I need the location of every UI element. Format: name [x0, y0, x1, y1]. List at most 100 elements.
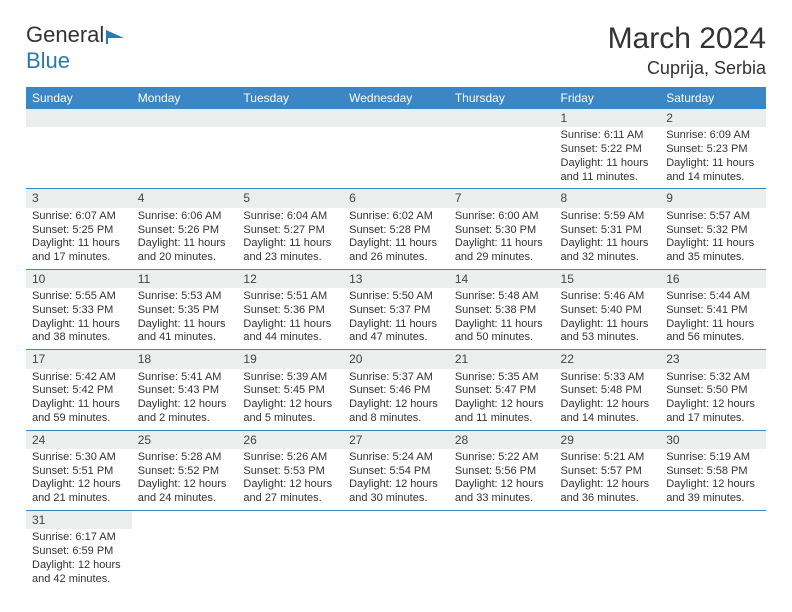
day-content: Sunrise: 5:32 AMSunset: 5:50 PMDaylight:…	[660, 369, 766, 430]
sunset-line: Sunset: 5:45 PM	[243, 384, 337, 398]
sunrise-line: Sunrise: 5:30 AM	[32, 451, 126, 465]
calendar-cell: 18Sunrise: 5:41 AMSunset: 5:43 PMDayligh…	[132, 350, 238, 430]
calendar-cell: 12Sunrise: 5:51 AMSunset: 5:36 PMDayligh…	[237, 269, 343, 349]
day-number: 15	[555, 270, 661, 288]
daylight-line-2: and 41 minutes.	[138, 331, 232, 345]
sunrise-line: Sunrise: 5:50 AM	[349, 290, 443, 304]
calendar-cell	[237, 109, 343, 189]
page-location: Cuprija, Serbia	[608, 58, 766, 79]
sunset-line: Sunset: 5:36 PM	[243, 304, 337, 318]
calendar-cell: 7Sunrise: 6:00 AMSunset: 5:30 PMDaylight…	[449, 189, 555, 269]
col-sunday: Sunday	[26, 87, 132, 109]
daylight-line-2: and 17 minutes.	[32, 251, 126, 265]
day-number: 26	[237, 431, 343, 449]
sunset-line: Sunset: 6:59 PM	[32, 545, 126, 559]
daylight-line-2: and 27 minutes.	[243, 492, 337, 506]
sunrise-line: Sunrise: 5:55 AM	[32, 290, 126, 304]
daylight-line-1: Daylight: 12 hours	[243, 478, 337, 492]
sunrise-line: Sunrise: 5:28 AM	[138, 451, 232, 465]
col-thursday: Thursday	[449, 87, 555, 109]
day-number: 20	[343, 350, 449, 368]
calendar-cell: 15Sunrise: 5:46 AMSunset: 5:40 PMDayligh…	[555, 269, 661, 349]
calendar-cell: 30Sunrise: 5:19 AMSunset: 5:58 PMDayligh…	[660, 430, 766, 510]
day-content: Sunrise: 5:37 AMSunset: 5:46 PMDaylight:…	[343, 369, 449, 430]
sunset-line: Sunset: 5:56 PM	[455, 465, 549, 479]
daylight-line-2: and 8 minutes.	[349, 412, 443, 426]
calendar-cell: 24Sunrise: 5:30 AMSunset: 5:51 PMDayligh…	[26, 430, 132, 510]
daylight-line-2: and 42 minutes.	[32, 573, 126, 587]
daylight-line-1: Daylight: 12 hours	[32, 559, 126, 573]
day-number: 18	[132, 350, 238, 368]
sunset-line: Sunset: 5:25 PM	[32, 224, 126, 238]
calendar-cell: 29Sunrise: 5:21 AMSunset: 5:57 PMDayligh…	[555, 430, 661, 510]
daylight-line-2: and 5 minutes.	[243, 412, 337, 426]
sunset-line: Sunset: 5:43 PM	[138, 384, 232, 398]
calendar-cell: 13Sunrise: 5:50 AMSunset: 5:37 PMDayligh…	[343, 269, 449, 349]
sunset-line: Sunset: 5:54 PM	[349, 465, 443, 479]
daylight-line-1: Daylight: 11 hours	[666, 237, 760, 251]
flag-icon	[106, 28, 126, 44]
daylight-line-1: Daylight: 11 hours	[561, 237, 655, 251]
day-number: 21	[449, 350, 555, 368]
day-number: 8	[555, 189, 661, 207]
sunset-line: Sunset: 5:31 PM	[561, 224, 655, 238]
day-content: Sunrise: 6:09 AMSunset: 5:23 PMDaylight:…	[660, 127, 766, 188]
day-content: Sunrise: 6:06 AMSunset: 5:26 PMDaylight:…	[132, 208, 238, 269]
sunset-line: Sunset: 5:22 PM	[561, 143, 655, 157]
sunrise-line: Sunrise: 5:26 AM	[243, 451, 337, 465]
calendar-week-row: 1Sunrise: 6:11 AMSunset: 5:22 PMDaylight…	[26, 109, 766, 189]
daylight-line-1: Daylight: 11 hours	[243, 237, 337, 251]
daylight-line-1: Daylight: 11 hours	[455, 318, 549, 332]
calendar-cell: 3Sunrise: 6:07 AMSunset: 5:25 PMDaylight…	[26, 189, 132, 269]
calendar-cell: 27Sunrise: 5:24 AMSunset: 5:54 PMDayligh…	[343, 430, 449, 510]
daylight-line-2: and 32 minutes.	[561, 251, 655, 265]
daylight-line-1: Daylight: 12 hours	[455, 398, 549, 412]
calendar-cell: 20Sunrise: 5:37 AMSunset: 5:46 PMDayligh…	[343, 350, 449, 430]
daylight-line-2: and 30 minutes.	[349, 492, 443, 506]
daylight-line-2: and 47 minutes.	[349, 331, 443, 345]
title-block: March 2024 Cuprija, Serbia	[608, 22, 766, 79]
sunrise-line: Sunrise: 5:44 AM	[666, 290, 760, 304]
day-number: 6	[343, 189, 449, 207]
page-title: March 2024	[608, 22, 766, 56]
daylight-line-2: and 17 minutes.	[666, 412, 760, 426]
daylight-line-2: and 53 minutes.	[561, 331, 655, 345]
col-wednesday: Wednesday	[343, 87, 449, 109]
day-number: 31	[26, 511, 132, 529]
day-content: Sunrise: 5:22 AMSunset: 5:56 PMDaylight:…	[449, 449, 555, 510]
sunset-line: Sunset: 5:35 PM	[138, 304, 232, 318]
sunrise-line: Sunrise: 6:06 AM	[138, 210, 232, 224]
sunset-line: Sunset: 5:23 PM	[666, 143, 760, 157]
day-content: Sunrise: 6:04 AMSunset: 5:27 PMDaylight:…	[237, 208, 343, 269]
day-content: Sunrise: 5:28 AMSunset: 5:52 PMDaylight:…	[132, 449, 238, 510]
day-content: Sunrise: 5:21 AMSunset: 5:57 PMDaylight:…	[555, 449, 661, 510]
day-number-empty	[343, 109, 449, 127]
sunrise-line: Sunrise: 5:32 AM	[666, 371, 760, 385]
daylight-line-2: and 39 minutes.	[666, 492, 760, 506]
sunrise-line: Sunrise: 5:33 AM	[561, 371, 655, 385]
day-number: 2	[660, 109, 766, 127]
calendar-cell: 1Sunrise: 6:11 AMSunset: 5:22 PMDaylight…	[555, 109, 661, 189]
day-number: 16	[660, 270, 766, 288]
day-number: 17	[26, 350, 132, 368]
sunset-line: Sunset: 5:40 PM	[561, 304, 655, 318]
daylight-line-1: Daylight: 12 hours	[138, 478, 232, 492]
daylight-line-1: Daylight: 11 hours	[455, 237, 549, 251]
daylight-line-2: and 11 minutes.	[561, 171, 655, 185]
calendar-cell	[660, 510, 766, 590]
sunset-line: Sunset: 5:38 PM	[455, 304, 549, 318]
calendar-cell: 4Sunrise: 6:06 AMSunset: 5:26 PMDaylight…	[132, 189, 238, 269]
sunrise-line: Sunrise: 5:37 AM	[349, 371, 443, 385]
sunrise-line: Sunrise: 5:59 AM	[561, 210, 655, 224]
sunset-line: Sunset: 5:50 PM	[666, 384, 760, 398]
daylight-line-2: and 44 minutes.	[243, 331, 337, 345]
day-content: Sunrise: 5:30 AMSunset: 5:51 PMDaylight:…	[26, 449, 132, 510]
daylight-line-1: Daylight: 12 hours	[243, 398, 337, 412]
day-content: Sunrise: 5:41 AMSunset: 5:43 PMDaylight:…	[132, 369, 238, 430]
day-number: 4	[132, 189, 238, 207]
day-content: Sunrise: 5:24 AMSunset: 5:54 PMDaylight:…	[343, 449, 449, 510]
calendar-cell	[449, 510, 555, 590]
daylight-line-2: and 20 minutes.	[138, 251, 232, 265]
daylight-line-1: Daylight: 12 hours	[349, 398, 443, 412]
day-content: Sunrise: 5:35 AMSunset: 5:47 PMDaylight:…	[449, 369, 555, 430]
